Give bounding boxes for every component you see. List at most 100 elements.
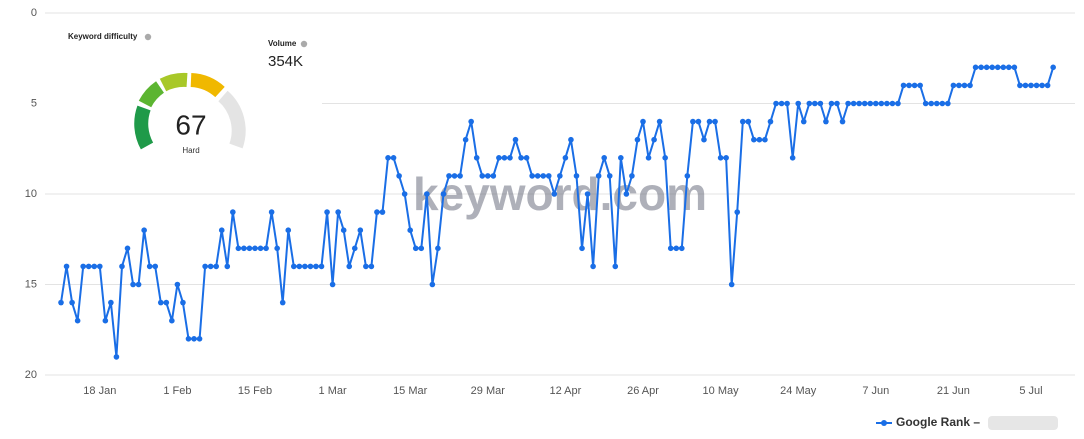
data-point <box>357 227 364 233</box>
data-point <box>390 155 397 161</box>
data-point <box>945 100 951 107</box>
data-point <box>579 245 585 252</box>
grid: 0 5 10 15 20 18 Jan 1 Feb 15 Feb 1 Mar 15 Mar 29 M… <box>25 7 1075 397</box>
data-point <box>1050 64 1056 71</box>
data-point <box>667 245 674 252</box>
data-point <box>279 299 286 306</box>
y-tick-label: 15 <box>25 278 37 290</box>
data-point <box>335 209 341 215</box>
data-point <box>307 263 314 270</box>
data-point <box>933 100 940 107</box>
data-point <box>867 100 874 107</box>
data-point <box>1006 64 1012 71</box>
gauge-segment <box>218 90 246 149</box>
data-point <box>701 136 707 143</box>
data-point <box>529 173 535 179</box>
x-tick-label: 5 Jul <box>1019 385 1042 397</box>
x-tick-label: 1 Feb <box>163 385 191 397</box>
data-point <box>828 100 835 107</box>
data-point <box>230 209 236 215</box>
data-point <box>91 263 98 270</box>
data-point <box>873 100 879 107</box>
data-point <box>900 82 907 89</box>
data-point <box>113 354 120 360</box>
data-point <box>989 64 995 71</box>
data-point <box>817 100 824 107</box>
info-icon <box>300 40 308 48</box>
data-point <box>252 245 258 252</box>
data-point <box>734 209 741 215</box>
data-point <box>169 317 175 324</box>
data-point <box>185 336 192 342</box>
data-point <box>69 299 75 306</box>
data-point <box>385 155 391 161</box>
data-point <box>928 100 935 107</box>
data-point <box>745 118 752 125</box>
data-point <box>213 263 219 270</box>
data-point <box>202 263 208 270</box>
data-point <box>435 245 441 252</box>
data-point <box>850 100 857 107</box>
data-point <box>324 209 330 215</box>
data-point <box>241 245 247 252</box>
gauge-segment <box>159 72 188 92</box>
data-point <box>994 64 1001 71</box>
data-point <box>318 263 325 270</box>
x-tick-label: 18 Jan <box>83 385 116 397</box>
data-point <box>629 173 635 179</box>
data-point <box>645 155 652 161</box>
difficulty-rating: Hard <box>182 146 199 155</box>
data-point <box>263 245 269 252</box>
data-point <box>224 263 231 270</box>
x-tick-label: 12 Apr <box>549 385 581 397</box>
data-point <box>812 100 818 107</box>
data-point <box>534 173 541 179</box>
y-tick-label: 0 <box>31 7 37 19</box>
data-point <box>739 118 746 125</box>
data-point <box>340 227 347 233</box>
volume-label: Volume <box>268 39 297 48</box>
data-point <box>906 82 912 89</box>
data-point <box>479 173 486 179</box>
data-point <box>490 173 497 179</box>
data-point <box>762 136 768 143</box>
data-point <box>601 155 607 161</box>
data-point <box>257 245 264 252</box>
data-point <box>972 64 979 71</box>
data-point <box>523 155 530 161</box>
data-point <box>723 155 729 161</box>
data-point <box>80 263 86 270</box>
data-point <box>606 173 613 179</box>
data-point <box>673 245 680 252</box>
data-point <box>130 281 136 288</box>
data-point <box>662 155 668 161</box>
data-point <box>507 155 513 161</box>
data-point <box>351 245 358 252</box>
data-point <box>424 191 430 197</box>
legend-redaction <box>988 416 1058 430</box>
data-point <box>640 118 646 125</box>
data-point <box>690 118 696 125</box>
x-tick-label: 15 Feb <box>238 385 272 397</box>
legend: Google Rank – <box>876 415 1058 430</box>
data-point <box>911 82 918 89</box>
x-tick-label: 7 Jun <box>862 385 889 397</box>
data-point <box>584 191 591 197</box>
data-point <box>967 82 973 89</box>
data-point <box>751 136 757 143</box>
keyword-widget: Keyword difficulty 67 Hard Volume 354K <box>44 22 322 155</box>
data-point <box>191 336 197 342</box>
data-point <box>590 263 596 270</box>
data-point <box>728 281 735 288</box>
legend-label: Google Rank – <box>896 415 980 429</box>
data-point <box>180 299 186 306</box>
data-point <box>717 155 724 161</box>
data-point <box>74 317 81 324</box>
data-point <box>451 173 458 179</box>
data-point <box>795 100 801 107</box>
data-point <box>895 100 901 107</box>
data-point <box>878 100 885 107</box>
data-point <box>551 191 558 197</box>
data-point <box>950 82 957 89</box>
data-point <box>274 245 280 252</box>
